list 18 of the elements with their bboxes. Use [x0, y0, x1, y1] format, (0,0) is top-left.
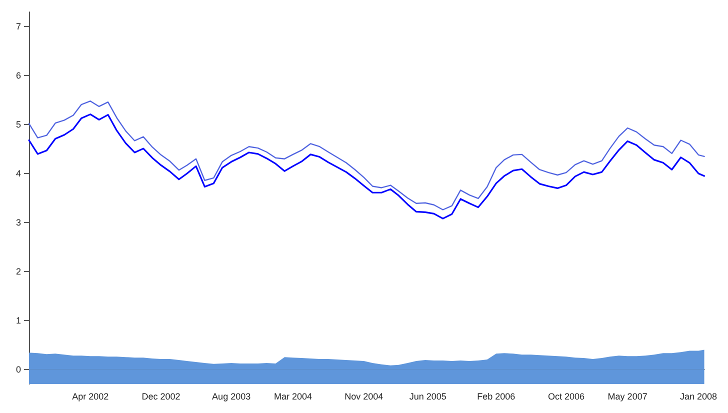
x-tick-label: Apr 2002 [72, 392, 109, 402]
x-tick-label: Oct 2006 [548, 392, 584, 402]
x-tick-label: May 2007 [608, 392, 648, 402]
x-tick-label: Aug 2003 [212, 392, 251, 402]
y-tick-label: 7 [16, 22, 21, 32]
x-tick-label: Feb 2006 [477, 392, 516, 402]
y-tick-label: 1 [16, 315, 21, 326]
y-tick-label: 4 [16, 168, 21, 179]
x-tick-label: Mar 2004 [274, 392, 312, 402]
y-tick-label: 3 [16, 217, 21, 228]
x-tick-label: Nov 2004 [344, 392, 384, 402]
x-tick-label: Jan 2008 [680, 392, 718, 402]
y-tick-label: 2 [16, 266, 21, 276]
y-tick-label: 5 [16, 120, 21, 130]
y-tick-label: 6 [16, 70, 21, 81]
x-tick-label: Jun 2005 [409, 392, 446, 402]
x-tick-label: Dec 2002 [142, 392, 180, 402]
y-tick-label: 0 [16, 364, 21, 374]
